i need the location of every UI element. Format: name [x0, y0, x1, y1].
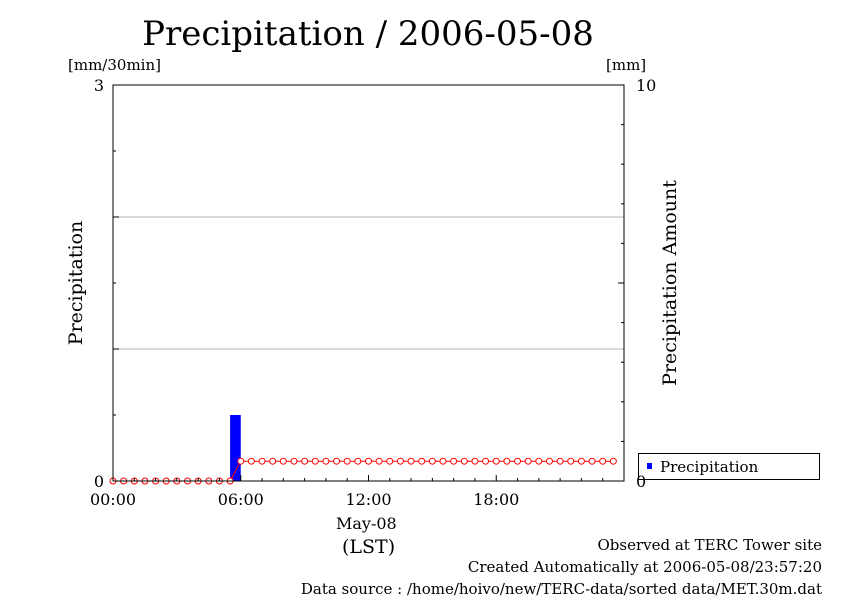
- cumulative-point-26: [386, 457, 394, 465]
- x-tick-label-1: 06:00: [218, 490, 264, 509]
- plot-frame: [112, 84, 625, 482]
- cumulative-point-23: [354, 457, 362, 465]
- left-tick-label-1: 3: [94, 76, 104, 95]
- cumulative-point-41: [545, 457, 553, 465]
- cumulative-point-37: [503, 457, 511, 465]
- cumulative-point-17: [290, 457, 298, 465]
- cumulative-point-25: [375, 457, 383, 465]
- x-axis-timezone-label: (LST): [342, 536, 396, 558]
- cumulative-point-45: [588, 457, 596, 465]
- legend-swatch-precipitation: [647, 463, 652, 469]
- cumulative-point-31: [439, 457, 447, 465]
- left-axis-unit: [mm/30min]: [68, 56, 161, 74]
- cumulative-point-14: [258, 457, 266, 465]
- cumulative-point-46: [599, 457, 607, 465]
- right-tick-label-1: 10: [636, 76, 656, 95]
- legend: Precipitation: [638, 453, 820, 480]
- x-tick-label-3: 18:00: [473, 490, 519, 509]
- cumulative-point-20: [322, 457, 330, 465]
- legend-entry-precipitation: Precipitation: [660, 458, 759, 476]
- cumulative-point-32: [450, 457, 458, 465]
- footer-created: Created Automatically at 2006-05-08/23:5…: [467, 558, 822, 576]
- cumulative-point-34: [471, 457, 479, 465]
- cumulative-point-30: [428, 457, 436, 465]
- cumulative-point-18: [301, 457, 309, 465]
- cumulative-point-36: [492, 457, 500, 465]
- x-axis-date-label: May-08: [336, 514, 397, 533]
- cumulative-point-22: [343, 457, 351, 465]
- cumulative-point-44: [577, 457, 585, 465]
- chart-title: Precipitation / 2006-05-08: [142, 14, 594, 54]
- bar-0-0: [230, 415, 241, 481]
- cumulative-point-47: [609, 457, 617, 465]
- cumulative-point-21: [333, 457, 341, 465]
- cumulative-point-42: [556, 457, 564, 465]
- x-tick-label-2: 12:00: [345, 490, 391, 509]
- cumulative-point-12: [237, 457, 245, 465]
- footer-source: Data source : /home/hoivo/new/TERC-data/…: [300, 580, 822, 598]
- cumulative-point-33: [460, 457, 468, 465]
- cumulative-point-39: [524, 457, 532, 465]
- cumulative-point-13: [247, 457, 255, 465]
- footer-observed: Observed at TERC Tower site: [597, 536, 822, 554]
- cumulative-point-28: [407, 457, 415, 465]
- left-tick-label-0: 0: [94, 472, 104, 491]
- cumulative-point-38: [514, 457, 522, 465]
- right-tick-label-0: 0: [636, 472, 646, 491]
- cumulative-point-35: [482, 457, 490, 465]
- cumulative-point-43: [567, 457, 575, 465]
- cumulative-point-40: [535, 457, 543, 465]
- cumulative-point-27: [396, 457, 404, 465]
- x-tick-label-0: 00:00: [90, 490, 136, 509]
- cumulative-point-29: [418, 457, 426, 465]
- cumulative-point-15: [269, 457, 277, 465]
- cumulative-point-24: [365, 457, 372, 465]
- cumulative-point-19: [311, 457, 319, 465]
- right-axis-unit: [mm]: [606, 56, 647, 74]
- cumulative-point-16: [279, 457, 287, 465]
